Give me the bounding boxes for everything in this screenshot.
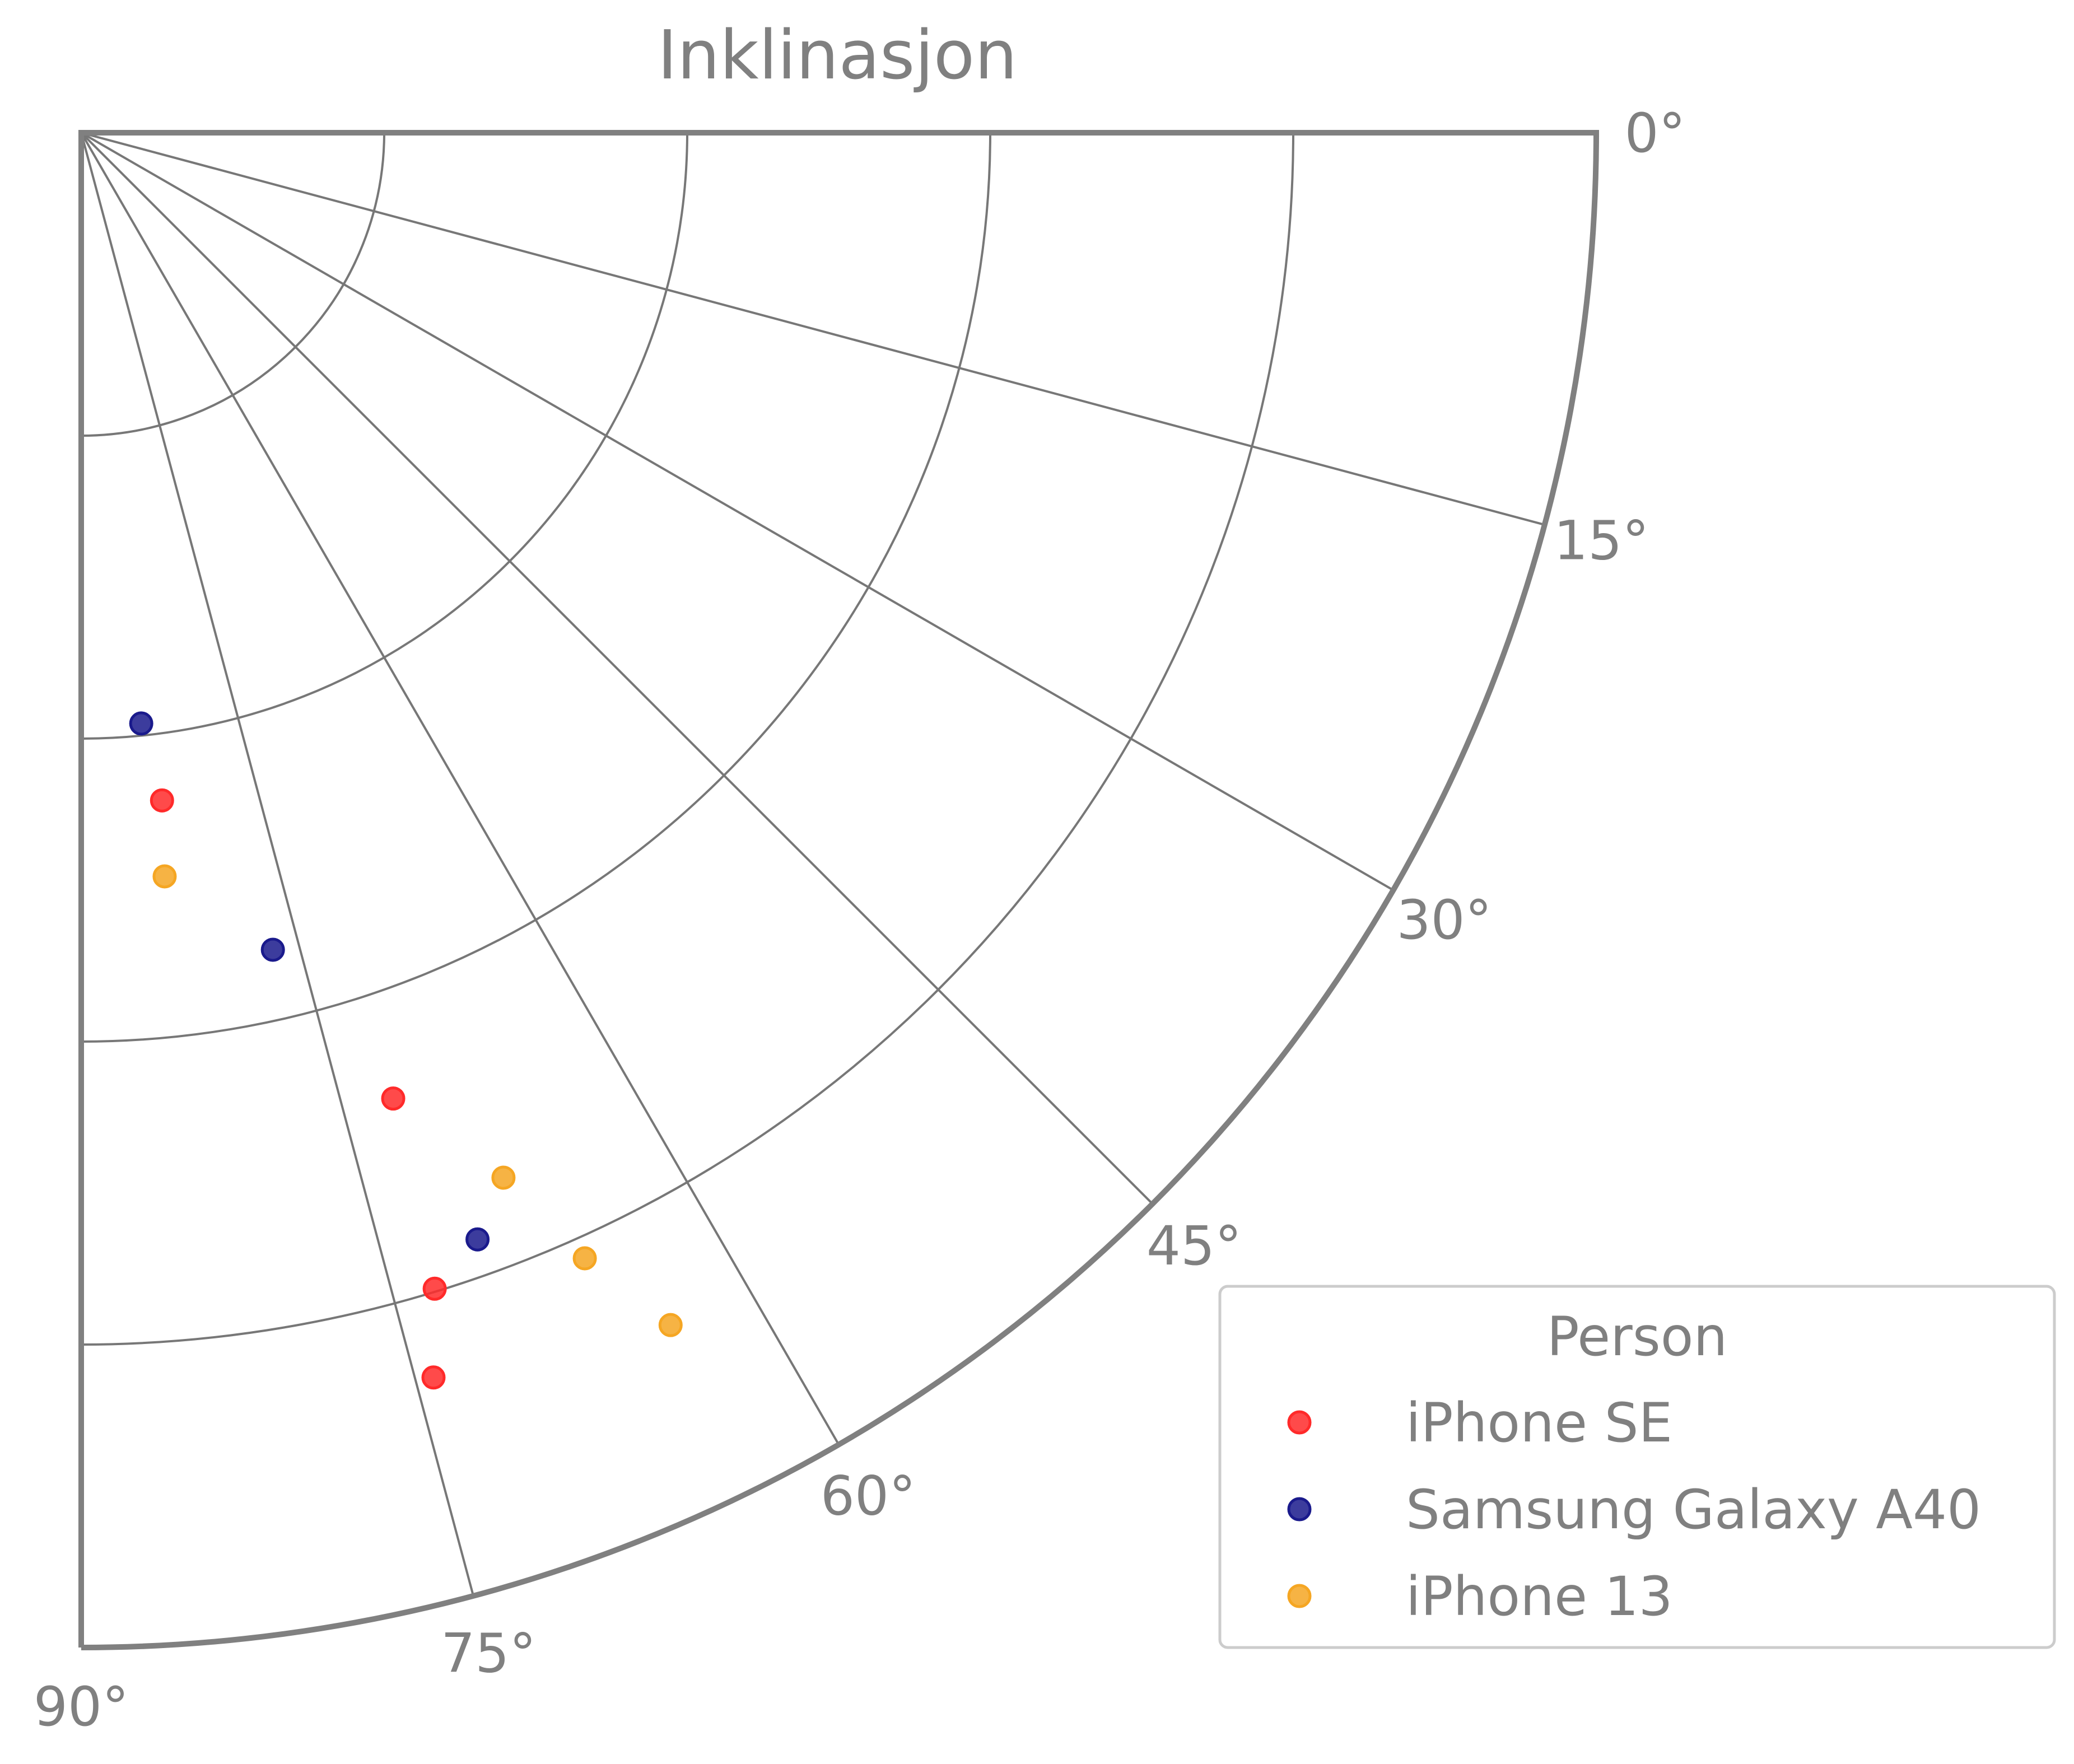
- polar-grid: [80, 132, 1545, 1597]
- angular-gridline: [81, 132, 1545, 526]
- data-point: [152, 864, 177, 889]
- legend-marker: [1287, 1410, 1312, 1435]
- data-point: [381, 1086, 406, 1111]
- angular-gridline: [80, 132, 1394, 892]
- theta-tick-label: 30°: [1396, 889, 1492, 951]
- theta-tick-label: 15°: [1554, 509, 1649, 572]
- legend-label: iPhone 13: [1406, 1565, 1673, 1628]
- legend-marker: [1287, 1584, 1312, 1608]
- data-point: [658, 1313, 683, 1337]
- data-point: [422, 1276, 447, 1301]
- legend-title: Person: [1547, 1305, 1728, 1368]
- legend-label: iPhone SE: [1406, 1392, 1672, 1454]
- data-points: [129, 711, 683, 1390]
- angular-gridline: [80, 132, 840, 1445]
- theta-tick-label: 90°: [34, 1676, 129, 1738]
- data-point: [572, 1246, 597, 1271]
- data-point: [260, 937, 285, 962]
- polar-frame: [78, 130, 1600, 1650]
- legend-label: Samsung Galaxy A40: [1406, 1478, 1981, 1541]
- legend-frame: [1218, 1285, 2056, 1649]
- angular-gridline: [80, 132, 475, 1597]
- legend-marker: [1287, 1497, 1312, 1522]
- theta-tick-labels: 0° 15° 30° 45° 60° 75° 90°: [34, 102, 1686, 1738]
- data-point: [150, 788, 174, 813]
- theta-tick-label: 0°: [1624, 102, 1685, 165]
- theta-tick-label: 45°: [1146, 1215, 1242, 1277]
- legend-items: iPhone SE Samsung Galaxy A40 iPhone 13: [1287, 1392, 1981, 1628]
- chart-title: Inklinasjon: [658, 17, 1018, 95]
- angular-gridline: [80, 132, 1154, 1205]
- data-point: [491, 1165, 516, 1190]
- theta-tick-label: 60°: [821, 1465, 916, 1528]
- data-point: [421, 1365, 446, 1390]
- data-point: [465, 1227, 490, 1252]
- data-point: [129, 711, 153, 736]
- plot-boundary: [78, 130, 1600, 1650]
- theta-tick-label: 75°: [441, 1622, 536, 1684]
